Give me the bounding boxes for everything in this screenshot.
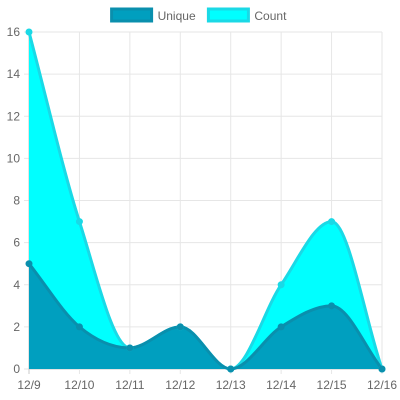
- data-point-unique[interactable]: [328, 302, 336, 310]
- y-tick-label: 0: [13, 362, 20, 376]
- data-point-unique[interactable]: [277, 323, 285, 331]
- x-tick-label: 12/16: [367, 378, 397, 392]
- series-area-unique: [29, 263, 382, 369]
- data-point-unique[interactable]: [126, 344, 134, 352]
- data-point-count[interactable]: [328, 218, 336, 226]
- series-points: [25, 28, 386, 373]
- data-point-unique[interactable]: [25, 260, 33, 268]
- y-tick-label: 2: [13, 320, 20, 334]
- data-point-count[interactable]: [25, 28, 33, 36]
- series-area-count: [29, 32, 382, 369]
- y-tick-label: 16: [7, 25, 21, 39]
- legend-item-count[interactable]: Count: [206, 7, 287, 23]
- data-point-unique[interactable]: [227, 365, 235, 373]
- x-tick-label: 12/9: [17, 378, 41, 392]
- data-point-unique[interactable]: [176, 323, 184, 331]
- y-tick-label: 14: [7, 67, 21, 81]
- axes: 0 2 4 6 8 10 12 14 16 12/9 12/10 12/11 12/12 12/13 12/…: [7, 25, 398, 392]
- x-tick-label: 12/14: [266, 378, 296, 392]
- y-tick-label: 12: [7, 109, 21, 123]
- legend-label: Count: [254, 9, 287, 23]
- y-tick-label: 8: [13, 194, 20, 208]
- x-tick-label: 12/12: [165, 378, 195, 392]
- data-point-count[interactable]: [75, 218, 83, 226]
- x-tick-label: 12/11: [115, 378, 144, 392]
- legend-label: Unique: [158, 9, 196, 23]
- x-tick-label: 12/10: [64, 378, 94, 392]
- y-tick-label: 4: [13, 278, 20, 292]
- legend-item-unique[interactable]: Unique: [110, 7, 196, 23]
- legend-swatch: [110, 7, 154, 23]
- y-tick-label: 10: [7, 151, 21, 165]
- legend: Unique Count: [110, 7, 287, 23]
- x-tick-label: 12/13: [216, 378, 246, 392]
- data-point-count[interactable]: [277, 281, 285, 289]
- legend-swatch: [206, 7, 250, 23]
- data-point-unique[interactable]: [378, 365, 386, 373]
- y-tick-label: 6: [13, 236, 20, 250]
- x-tick-label: 12/15: [317, 378, 347, 392]
- data-point-unique[interactable]: [75, 323, 83, 331]
